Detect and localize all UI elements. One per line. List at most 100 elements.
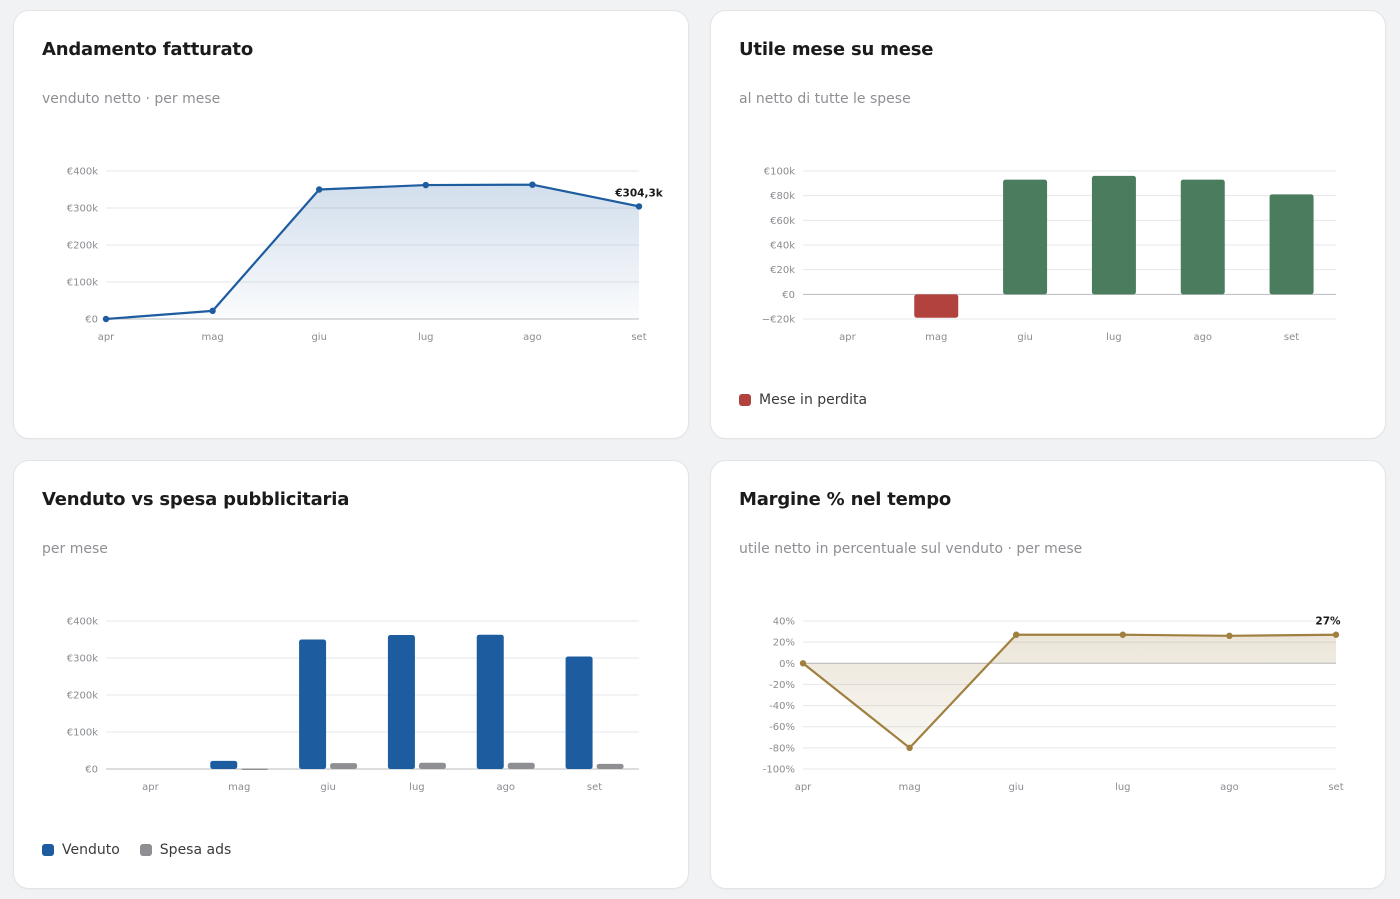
data-point [102,315,110,323]
x-tick-label: apr [142,782,159,793]
x-tick-label: giu [311,332,326,343]
x-tick-label: mag [201,332,223,343]
data-point [209,307,216,315]
y-tick-label: €100k [67,278,98,289]
legend-label: Mese in perdita [759,392,868,408]
y-tick-label: -80% [769,743,795,754]
area-fill [803,634,1336,748]
revenue-trend-card: Andamento fatturato venduto netto · per … [13,10,689,439]
legend-item-ads-spend: Spesa ads [139,842,231,858]
y-tick-label: €400k [67,617,98,628]
y-tick-label: €60k [770,216,795,227]
sold-bar [299,639,327,769]
margin-line-chart: -100% -80% -60% -40% -20% 0% 20% 40% apr mag giu lu… [763,616,1344,793]
y-tick-label: €0 [782,290,795,301]
y-tick-label: -40% [769,701,795,712]
x-tick-label: set [1284,332,1299,343]
x-tick-label: giu [320,782,335,793]
x-tick-label: apr [98,332,115,343]
x-tick-label: lug [1115,782,1130,793]
y-tick-label: €80k [770,191,795,202]
chart-legend: Mese in perdita [739,392,867,408]
loss-bar [914,294,959,318]
card-subtitle: utile netto in percentuale sul venduto ·… [739,541,1083,557]
x-tick-label: apr [839,332,856,343]
card-title: Margine % nel tempo [739,489,952,510]
profit-bar [1091,175,1136,295]
profit-bar [1180,179,1225,295]
y-tick-label: 0% [779,659,795,670]
margin-trend-card: Margine % nel tempo utile netto in perce… [710,460,1386,889]
data-point [1013,631,1020,638]
data-point [1119,631,1126,638]
y-tick-label: €0 [85,315,98,326]
revenue-line-chart: €0 €100k €200k €300k €400k apr mag giu lug ago set… [67,167,664,344]
x-tick-label: mag [228,782,250,793]
sold-bar [210,760,238,769]
y-tick-label: €20k [770,265,795,276]
data-point [635,203,643,210]
ads-bar [241,768,269,770]
x-tick-label: giu [1017,332,1032,343]
profit-bar [1003,179,1048,295]
x-tick-label: apr [795,782,812,793]
sales-vs-ads-card: Venduto vs spesa pubblicitaria per mese … [13,460,689,889]
last-value-label: 27% [1315,616,1341,628]
card-title: Venduto vs spesa pubblicitaria [42,489,350,510]
area-fill [106,184,639,319]
y-tick-label: €100k [764,167,795,178]
profit-bar-chart: −€20k €0 €20k €40k €60k €80k €100k apr mag giu lug… [762,167,1336,343]
x-tick-label: ago [496,782,515,793]
chart-legend: Venduto Spesa ads [42,842,231,858]
y-tick-label: €100k [67,728,98,739]
sales-vs-ads-bar-chart: €0 €100k €200k €300k €400k apr mag giu lug ago set [67,617,639,793]
y-tick-label: €200k [67,241,98,252]
x-tick-label: mag [898,782,920,793]
ads-bar [330,763,358,769]
legend-label: Venduto [62,842,120,858]
card-subtitle: venduto netto · per mese [42,91,221,107]
series-line [105,183,640,321]
ads-bar [596,763,624,769]
x-tick-label: ago [1220,782,1239,793]
card-subtitle: al netto di tutte le spese [739,91,911,107]
legend-swatch [739,394,751,406]
x-tick-label: lug [418,332,433,343]
ads-bar [507,762,535,769]
x-tick-label: ago [523,332,542,343]
data-point [906,744,913,752]
y-tick-label: €300k [67,204,98,215]
sold-bar [387,635,415,769]
y-tick-label: 40% [773,617,795,628]
legend-item-loss-month: Mese in perdita [739,392,867,408]
x-tick-label: set [587,782,602,793]
data-point [422,181,429,189]
ads-bar [418,762,446,769]
series-line [802,633,1337,749]
y-tick-label: -20% [769,680,795,691]
x-tick-label: giu [1008,782,1023,793]
y-tick-label: €0 [85,765,98,776]
y-tick-label: -100% [763,765,795,776]
y-tick-label: €200k [67,691,98,702]
y-tick-label: -60% [769,722,795,733]
sold-bar [476,634,504,769]
monthly-profit-card: Utile mese su mese al netto di tutte le … [710,10,1386,439]
card-title: Andamento fatturato [42,39,253,60]
x-tick-label: lug [409,782,424,793]
data-point [316,186,323,193]
y-tick-label: €40k [770,241,795,252]
x-tick-label: set [631,332,646,343]
y-tick-label: −€20k [762,315,795,326]
legend-item-sold: Venduto [42,842,120,858]
legend-swatch [139,844,152,856]
data-point [529,181,536,188]
data-point [1226,632,1233,639]
sold-bar [565,656,593,769]
card-subtitle: per mese [42,541,108,557]
last-value-label: €304,3k [614,187,664,199]
x-tick-label: ago [1193,332,1212,343]
legend-swatch [42,844,54,856]
y-tick-label: €400k [67,167,98,178]
data-point [799,660,807,667]
